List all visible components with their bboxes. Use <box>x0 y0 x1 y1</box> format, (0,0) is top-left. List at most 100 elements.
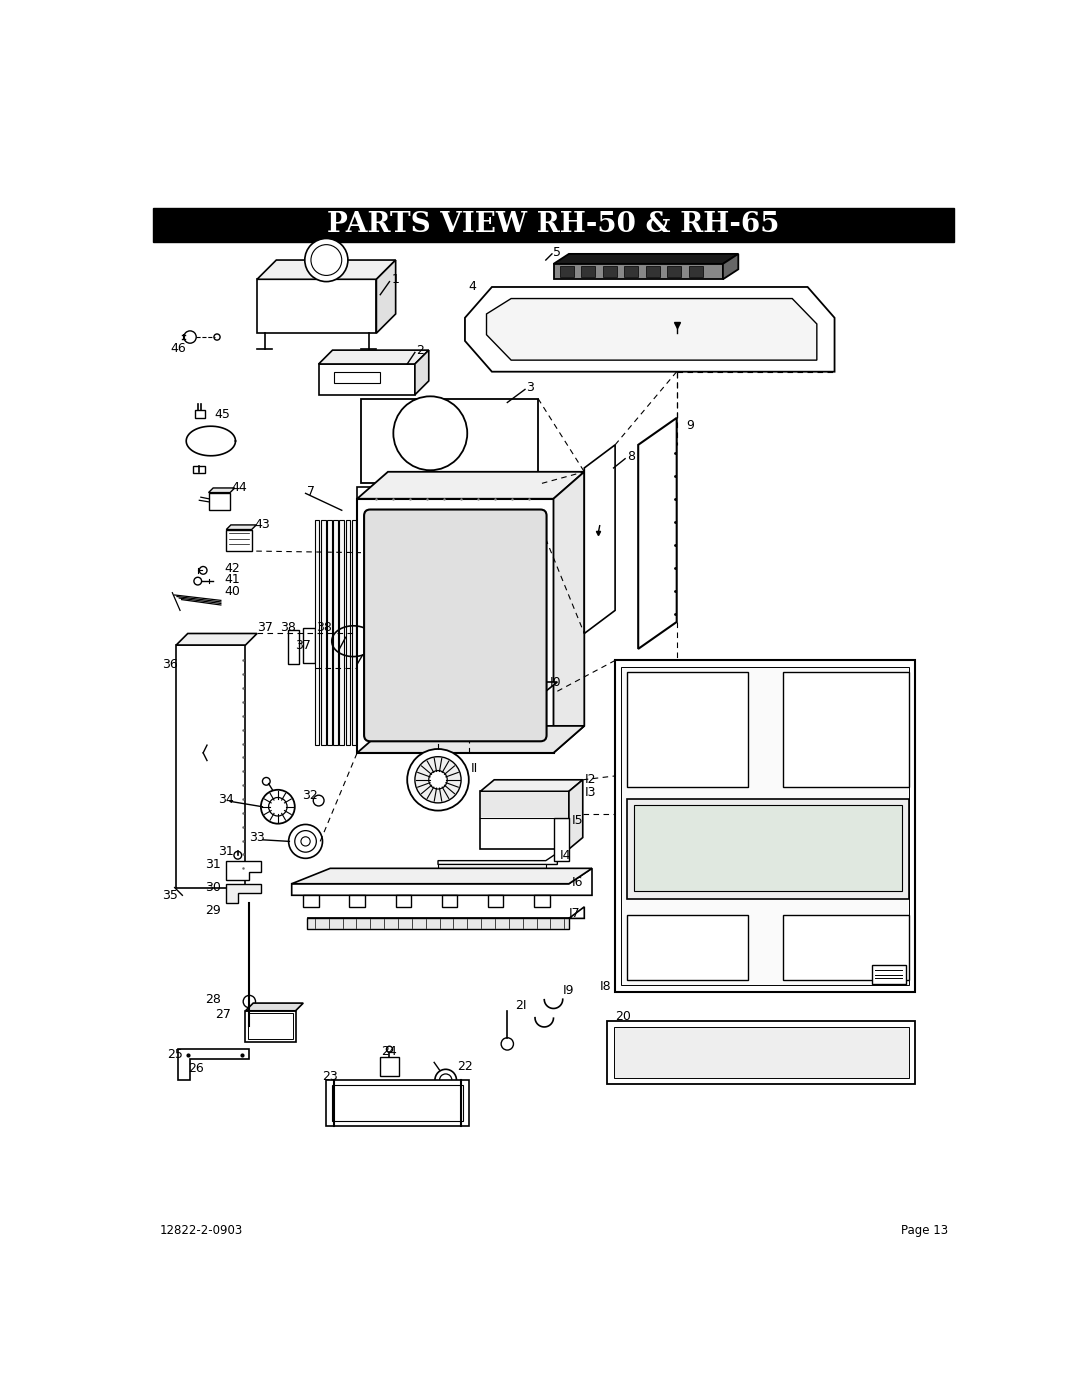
Text: 29: 29 <box>205 904 221 918</box>
Circle shape <box>393 397 468 471</box>
Bar <box>368 495 530 571</box>
Circle shape <box>288 824 323 858</box>
Polygon shape <box>208 488 234 493</box>
Text: 40: 40 <box>224 584 240 598</box>
Text: I2: I2 <box>584 774 596 787</box>
Polygon shape <box>554 254 739 264</box>
Polygon shape <box>208 493 230 510</box>
Circle shape <box>387 1046 392 1052</box>
Text: 8: 8 <box>626 450 635 462</box>
Circle shape <box>234 851 242 859</box>
Text: I9: I9 <box>563 983 575 996</box>
Polygon shape <box>245 1003 303 1011</box>
Circle shape <box>440 1074 451 1087</box>
Polygon shape <box>319 351 429 365</box>
Polygon shape <box>292 869 592 884</box>
Bar <box>634 805 902 891</box>
Text: 27: 27 <box>215 1009 230 1021</box>
Polygon shape <box>176 645 245 887</box>
Bar <box>783 672 909 788</box>
Text: 39: 39 <box>377 610 392 623</box>
Polygon shape <box>176 633 257 645</box>
Polygon shape <box>327 520 332 745</box>
Circle shape <box>435 1069 457 1091</box>
Polygon shape <box>554 472 584 753</box>
Polygon shape <box>451 682 557 692</box>
Polygon shape <box>438 854 557 865</box>
Text: 31: 31 <box>218 845 234 858</box>
Polygon shape <box>559 267 573 277</box>
Polygon shape <box>361 398 538 483</box>
Text: 35: 35 <box>162 888 178 902</box>
Circle shape <box>214 334 220 339</box>
Circle shape <box>243 996 256 1007</box>
Polygon shape <box>339 520 345 745</box>
Bar <box>621 666 909 985</box>
Text: 38: 38 <box>280 620 296 634</box>
Polygon shape <box>257 260 395 279</box>
Bar <box>613 1027 909 1077</box>
Bar <box>626 915 748 979</box>
Polygon shape <box>465 286 835 372</box>
Polygon shape <box>307 907 584 918</box>
Text: II: II <box>471 761 478 775</box>
Bar <box>307 918 569 929</box>
Polygon shape <box>638 418 677 648</box>
Polygon shape <box>646 267 660 277</box>
Bar <box>193 465 205 474</box>
Polygon shape <box>357 472 584 499</box>
Polygon shape <box>352 520 356 745</box>
Polygon shape <box>584 444 616 633</box>
Text: I0: I0 <box>550 676 562 689</box>
Circle shape <box>301 837 310 847</box>
Polygon shape <box>257 279 377 334</box>
Bar <box>783 915 909 979</box>
Bar <box>194 411 205 418</box>
Polygon shape <box>368 514 542 738</box>
Polygon shape <box>346 520 350 745</box>
Polygon shape <box>303 895 319 907</box>
Polygon shape <box>357 488 542 584</box>
Text: 45: 45 <box>215 408 230 420</box>
Text: 43: 43 <box>255 518 270 531</box>
Text: 34: 34 <box>218 792 234 806</box>
Bar <box>438 865 545 876</box>
Text: 31: 31 <box>205 858 221 870</box>
Text: Page 13: Page 13 <box>901 1224 948 1236</box>
Polygon shape <box>415 351 429 395</box>
Bar <box>247 1013 294 1039</box>
Polygon shape <box>488 895 503 907</box>
Circle shape <box>501 1038 513 1051</box>
Polygon shape <box>303 629 314 662</box>
Polygon shape <box>178 1049 249 1080</box>
Text: PARTS VIEW RH-50 & RH-65: PARTS VIEW RH-50 & RH-65 <box>327 211 780 237</box>
Text: 2: 2 <box>417 344 424 356</box>
Polygon shape <box>314 520 320 745</box>
Polygon shape <box>569 780 583 849</box>
Polygon shape <box>603 267 617 277</box>
Polygon shape <box>451 692 545 729</box>
Bar <box>153 208 954 242</box>
Circle shape <box>262 778 270 785</box>
Text: 36: 36 <box>162 658 178 671</box>
Text: I5: I5 <box>572 814 583 827</box>
Polygon shape <box>581 267 595 277</box>
Circle shape <box>194 577 202 585</box>
Polygon shape <box>226 861 261 880</box>
Polygon shape <box>357 726 584 753</box>
Text: I6: I6 <box>572 876 583 888</box>
Text: 7: 7 <box>307 485 315 497</box>
Bar <box>481 792 568 817</box>
Polygon shape <box>245 1011 296 1042</box>
Polygon shape <box>486 299 816 360</box>
Circle shape <box>184 331 197 344</box>
Polygon shape <box>481 780 583 791</box>
Text: 33: 33 <box>249 831 265 844</box>
Polygon shape <box>226 525 256 529</box>
Text: 26: 26 <box>188 1062 203 1076</box>
Polygon shape <box>321 520 325 745</box>
Text: 12822-2-0903: 12822-2-0903 <box>159 1224 243 1236</box>
Circle shape <box>200 567 207 574</box>
Circle shape <box>305 239 348 282</box>
Polygon shape <box>326 1080 469 1126</box>
